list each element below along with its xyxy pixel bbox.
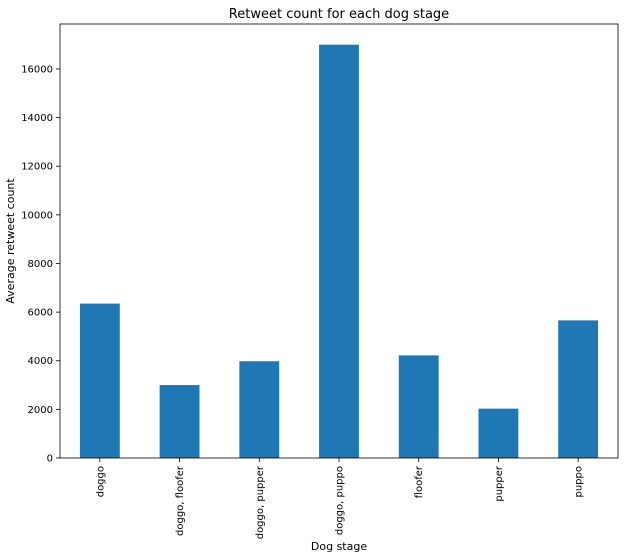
plot-area: 0 2000 4000 6000 8000 10000 12000 14000 16000 dog…	[21, 23, 619, 539]
y-tick-label-2: 4000	[28, 356, 53, 367]
x-tick-label-0: doggo	[95, 466, 106, 497]
bar-3	[319, 44, 359, 459]
x-tick-label-4: floofer	[414, 465, 425, 498]
y-tick-label-7: 14000	[21, 113, 53, 124]
y-tick-label-5: 10000	[21, 210, 53, 221]
x-tick-label-6: puppo	[574, 466, 585, 498]
bar-0	[79, 303, 120, 458]
bar-1	[159, 385, 200, 458]
y-tick-label-3: 6000	[28, 308, 53, 319]
x-axis-label: Dog stage	[311, 540, 367, 553]
y-tick-label-4: 8000	[28, 259, 53, 270]
bar-5	[478, 408, 519, 458]
x-tick-label-5: pupper	[494, 465, 505, 502]
chart-title: Retweet count for each dog stage	[229, 7, 449, 22]
bar-4	[398, 355, 439, 458]
axes-frame	[59, 23, 619, 459]
y-axis-label: Average retweet count	[4, 178, 17, 304]
y-tick-label-0: 0	[47, 454, 53, 465]
x-tick-label-1: doggo, floofer	[175, 465, 186, 536]
bar-2	[239, 361, 280, 458]
x-tick-label-3: doggo, puppo	[335, 466, 346, 535]
bar-6	[558, 320, 599, 458]
y-tick-label-6: 12000	[21, 162, 53, 173]
y-tick-label-1: 2000	[28, 405, 53, 416]
y-tick-label-8: 16000	[21, 64, 53, 75]
x-tick-label-2: doggo, pupper	[255, 465, 266, 539]
